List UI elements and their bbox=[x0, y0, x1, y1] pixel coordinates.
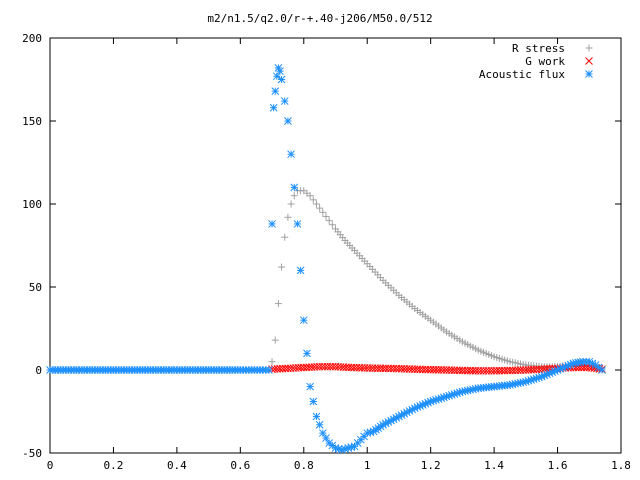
data-point bbox=[328, 221, 336, 229]
data-point bbox=[284, 117, 292, 125]
data-point bbox=[287, 150, 295, 159]
data-point bbox=[290, 192, 298, 200]
data-point bbox=[315, 420, 324, 429]
x-tick-label: 0.2 bbox=[104, 459, 124, 472]
y-tick-label: 50 bbox=[29, 281, 42, 294]
x-tick-label: 1.2 bbox=[421, 459, 441, 472]
data-point bbox=[268, 358, 276, 366]
x-tick-label: 1 bbox=[364, 459, 371, 472]
data-point bbox=[293, 220, 302, 228]
data-point bbox=[290, 183, 299, 192]
data-point bbox=[316, 204, 324, 212]
data-point bbox=[309, 196, 317, 204]
data-point bbox=[322, 212, 330, 220]
data-point bbox=[306, 192, 314, 200]
data-point bbox=[274, 300, 282, 308]
series-r-stress bbox=[268, 187, 606, 372]
y-tick-label: -50 bbox=[22, 447, 42, 460]
y-tick-label: 200 bbox=[22, 32, 42, 45]
data-point bbox=[269, 103, 278, 112]
axis-ticks: 0 0.2 0.4 0.6 0.8 1 1.2 1.4 1.6 1.8 -50 0 50 100 150 20… bbox=[22, 32, 631, 472]
data-point bbox=[588, 359, 597, 368]
data-point bbox=[598, 366, 606, 374]
x-tick-label: 0 bbox=[47, 459, 54, 472]
data-point bbox=[287, 200, 295, 208]
data-point bbox=[272, 72, 281, 81]
data-point bbox=[276, 67, 284, 76]
data-point bbox=[281, 233, 289, 241]
data-point bbox=[280, 97, 289, 105]
legend-marker bbox=[585, 44, 593, 52]
data-point bbox=[277, 75, 286, 84]
x-tick-label: 1.8 bbox=[611, 459, 631, 472]
data-point bbox=[271, 87, 280, 95]
data-point bbox=[325, 217, 333, 225]
data-point bbox=[319, 208, 327, 216]
data-point bbox=[296, 266, 305, 275]
y-tick-label: 0 bbox=[35, 364, 42, 377]
data-point bbox=[278, 263, 286, 271]
legend-label: R stress bbox=[512, 42, 565, 55]
y-tick-label: 150 bbox=[22, 115, 42, 128]
x-tick-label: 0.4 bbox=[167, 459, 187, 472]
y-tick-label: 100 bbox=[22, 198, 42, 211]
legend-label: Acoustic flux bbox=[479, 68, 565, 81]
data-point bbox=[268, 220, 276, 228]
x-tick-label: 0.6 bbox=[230, 459, 250, 472]
chart-title: m2/n1.5/q2.0/r-+.40-j206/M50.0/512 bbox=[207, 12, 432, 25]
legend-marker bbox=[585, 57, 593, 65]
data-point bbox=[312, 200, 320, 208]
legend-marker bbox=[585, 70, 593, 78]
data-point bbox=[284, 213, 292, 221]
data-point bbox=[306, 382, 314, 391]
data-point bbox=[309, 397, 318, 406]
x-tick-label: 1.6 bbox=[548, 459, 568, 472]
data-point bbox=[303, 349, 311, 358]
data-point bbox=[265, 366, 273, 374]
x-tick-label: 0.8 bbox=[294, 459, 314, 472]
data-point bbox=[299, 316, 308, 325]
data-point bbox=[312, 412, 321, 421]
x-tick-label: 1.4 bbox=[484, 459, 504, 472]
data-point bbox=[379, 420, 387, 429]
plot-frame bbox=[49, 37, 622, 454]
series-layer bbox=[46, 64, 606, 454]
series-acoustic-flux bbox=[46, 64, 606, 454]
legend-label: G work bbox=[525, 55, 565, 68]
data-point bbox=[271, 336, 279, 344]
